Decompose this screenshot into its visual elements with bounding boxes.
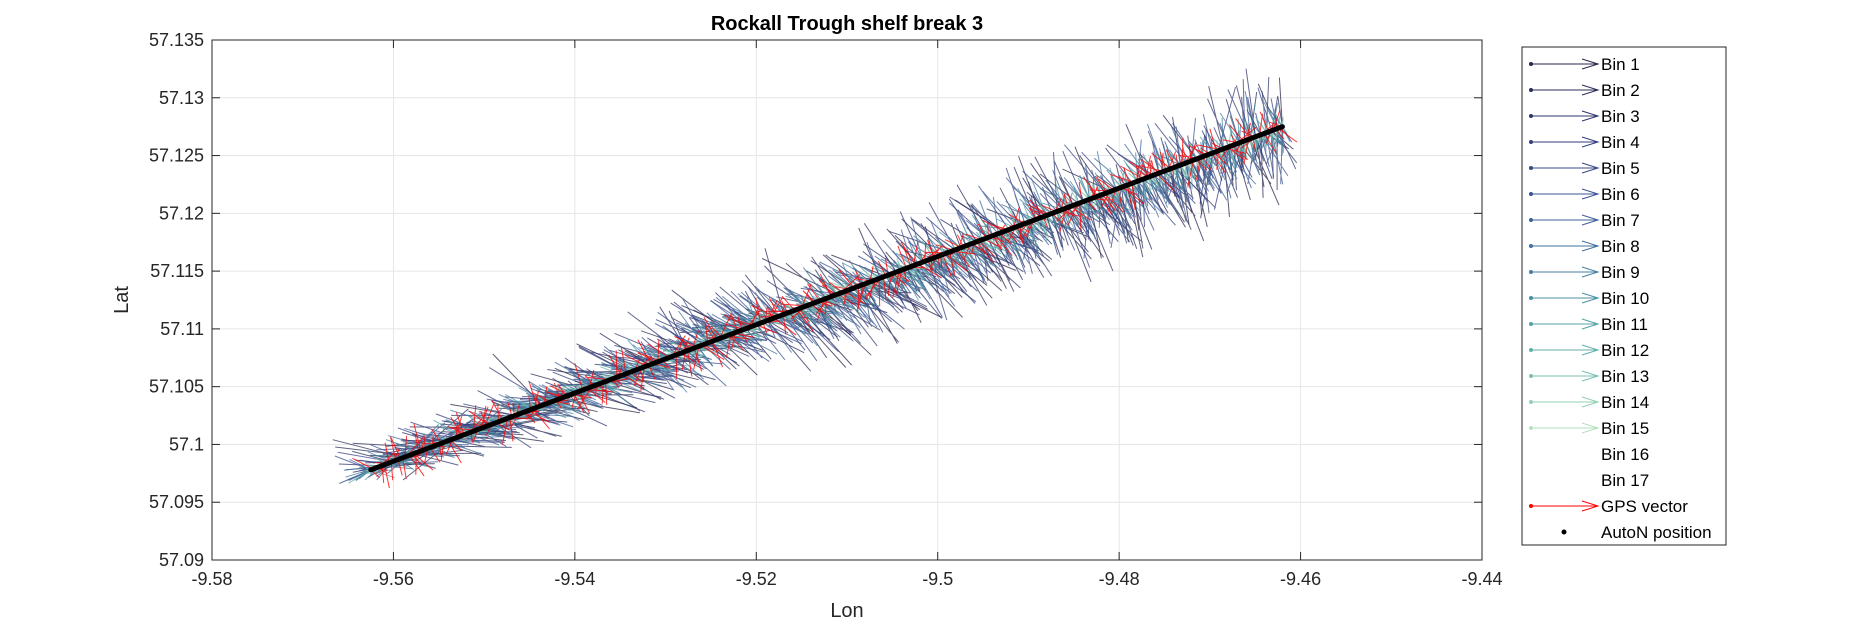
x-tick-label: -9.58: [191, 569, 232, 589]
legend-arrow-head: [1581, 240, 1600, 252]
legend-label: GPS vector: [1601, 497, 1688, 516]
legend-entry: Bin 12: [1529, 341, 1649, 360]
x-tick-label: -9.54: [554, 569, 595, 589]
x-tick-label: -9.46: [1280, 569, 1321, 589]
legend-label: Bin 9: [1601, 263, 1640, 282]
legend-label: Bin 16: [1601, 445, 1649, 464]
legend-entry: Bin 8: [1529, 237, 1640, 256]
legend-entry: AutoN position: [1561, 523, 1712, 542]
legend-arrow-head: [1581, 292, 1600, 304]
legend-label: Bin 17: [1601, 471, 1649, 490]
plot-frame: [211, 39, 1483, 561]
x-tick-label: -9.5: [922, 569, 953, 589]
y-tick-label: 57.115: [150, 261, 204, 281]
legend-entry: Bin 15: [1529, 419, 1649, 438]
legend-label: Bin 13: [1601, 367, 1649, 386]
y-tick-label: 57.1: [169, 434, 204, 454]
legend-label: Bin 2: [1601, 81, 1640, 100]
legend-entry: Bin 13: [1529, 367, 1649, 386]
legend-entry: Bin 7: [1529, 211, 1640, 230]
legend-label: Bin 1: [1601, 55, 1640, 74]
legend-label: Bin 4: [1601, 133, 1640, 152]
chart-title: Rockall Trough shelf break 3: [711, 13, 983, 35]
legend-arrow-head: [1581, 188, 1600, 200]
legend-entry: Bin 10: [1529, 289, 1649, 308]
legend-entry: Bin 5: [1529, 159, 1640, 178]
legend-label: Bin 12: [1601, 341, 1649, 360]
data-layer: [332, 68, 1298, 489]
y-tick-label: 57.13: [159, 88, 204, 108]
legend-arrow-head: [1581, 500, 1600, 512]
legend-label: Bin 15: [1601, 419, 1649, 438]
legend-arrow-head: [1581, 214, 1600, 226]
auton-track: [368, 124, 1285, 473]
legend-label: Bin 7: [1601, 211, 1640, 230]
legend-label: AutoN position: [1601, 523, 1712, 542]
legend-arrow-head: [1581, 162, 1600, 174]
legend-arrow-head: [1581, 396, 1600, 408]
legend-arrow-head: [1581, 136, 1600, 148]
legend-arrow-head: [1581, 344, 1600, 356]
legend-arrow-head: [1581, 318, 1600, 330]
y-axis-label: Lat: [111, 286, 133, 314]
y-tick-label: 57.12: [159, 203, 204, 223]
legend-entry: Bin 4: [1529, 133, 1640, 152]
legend-arrow-head: [1581, 110, 1600, 122]
legend-arrow-head: [1581, 58, 1600, 70]
legend-label: Bin 3: [1601, 107, 1640, 126]
legend-entry: Bin 11: [1529, 315, 1648, 334]
legend-arrow-head: [1581, 266, 1600, 278]
x-axis-label: Lon: [830, 600, 863, 622]
legend-label: Bin 5: [1601, 159, 1640, 178]
legend-label: Bin 6: [1601, 185, 1640, 204]
legend-entry: Bin 16: [1601, 445, 1649, 464]
tick-layer: -9.58 -9.56 -9.54 -9.52 -9.5 -9.48 -9.46 -9.44 5…: [149, 30, 1503, 589]
legend-entry: Bin 9: [1529, 263, 1640, 282]
x-tick-label: -9.56: [373, 569, 414, 589]
legend-entry: Bin 17: [1601, 471, 1649, 490]
legend-marker: [1561, 529, 1567, 535]
legend-label: Bin 14: [1601, 393, 1649, 412]
y-tick-label: 57.09: [159, 550, 204, 570]
legend-entry: Bin 1: [1529, 55, 1640, 74]
legend-label: Bin 11: [1601, 315, 1648, 334]
y-tick-label: 57.095: [149, 492, 204, 512]
legend-box: [1521, 46, 1727, 546]
legend-entry: Bin 2: [1529, 81, 1640, 100]
x-tick-label: -9.48: [1099, 569, 1140, 589]
legend-entry: Bin 3: [1529, 107, 1640, 126]
legend-label: Bin 10: [1601, 289, 1649, 308]
legend-entry: GPS vector: [1529, 497, 1688, 516]
legend: Bin 1 Bin 2 Bin 3 Bin 4 Bin 5 Bin 6 Bin 7 Bin 8…: [1521, 46, 1727, 546]
y-tick-label: 57.125: [149, 146, 204, 166]
vector-field: [332, 68, 1298, 489]
y-tick-label: 57.105: [149, 377, 204, 397]
legend-label: Bin 8: [1601, 237, 1640, 256]
x-tick-label: -9.52: [736, 569, 777, 589]
legend-entry: Bin 6: [1529, 185, 1640, 204]
x-tick-label: -9.44: [1461, 569, 1502, 589]
legend-arrow-head: [1581, 84, 1600, 96]
legend-entry: Bin 14: [1529, 393, 1649, 412]
legend-arrow-head: [1581, 370, 1600, 382]
y-tick-label: 57.11: [160, 319, 204, 339]
legend-arrow-head: [1581, 422, 1600, 434]
legend-items: Bin 1 Bin 2 Bin 3 Bin 4 Bin 5 Bin 6 Bin 7 Bin 8…: [1529, 55, 1712, 542]
y-tick-label: 57.135: [149, 30, 204, 50]
